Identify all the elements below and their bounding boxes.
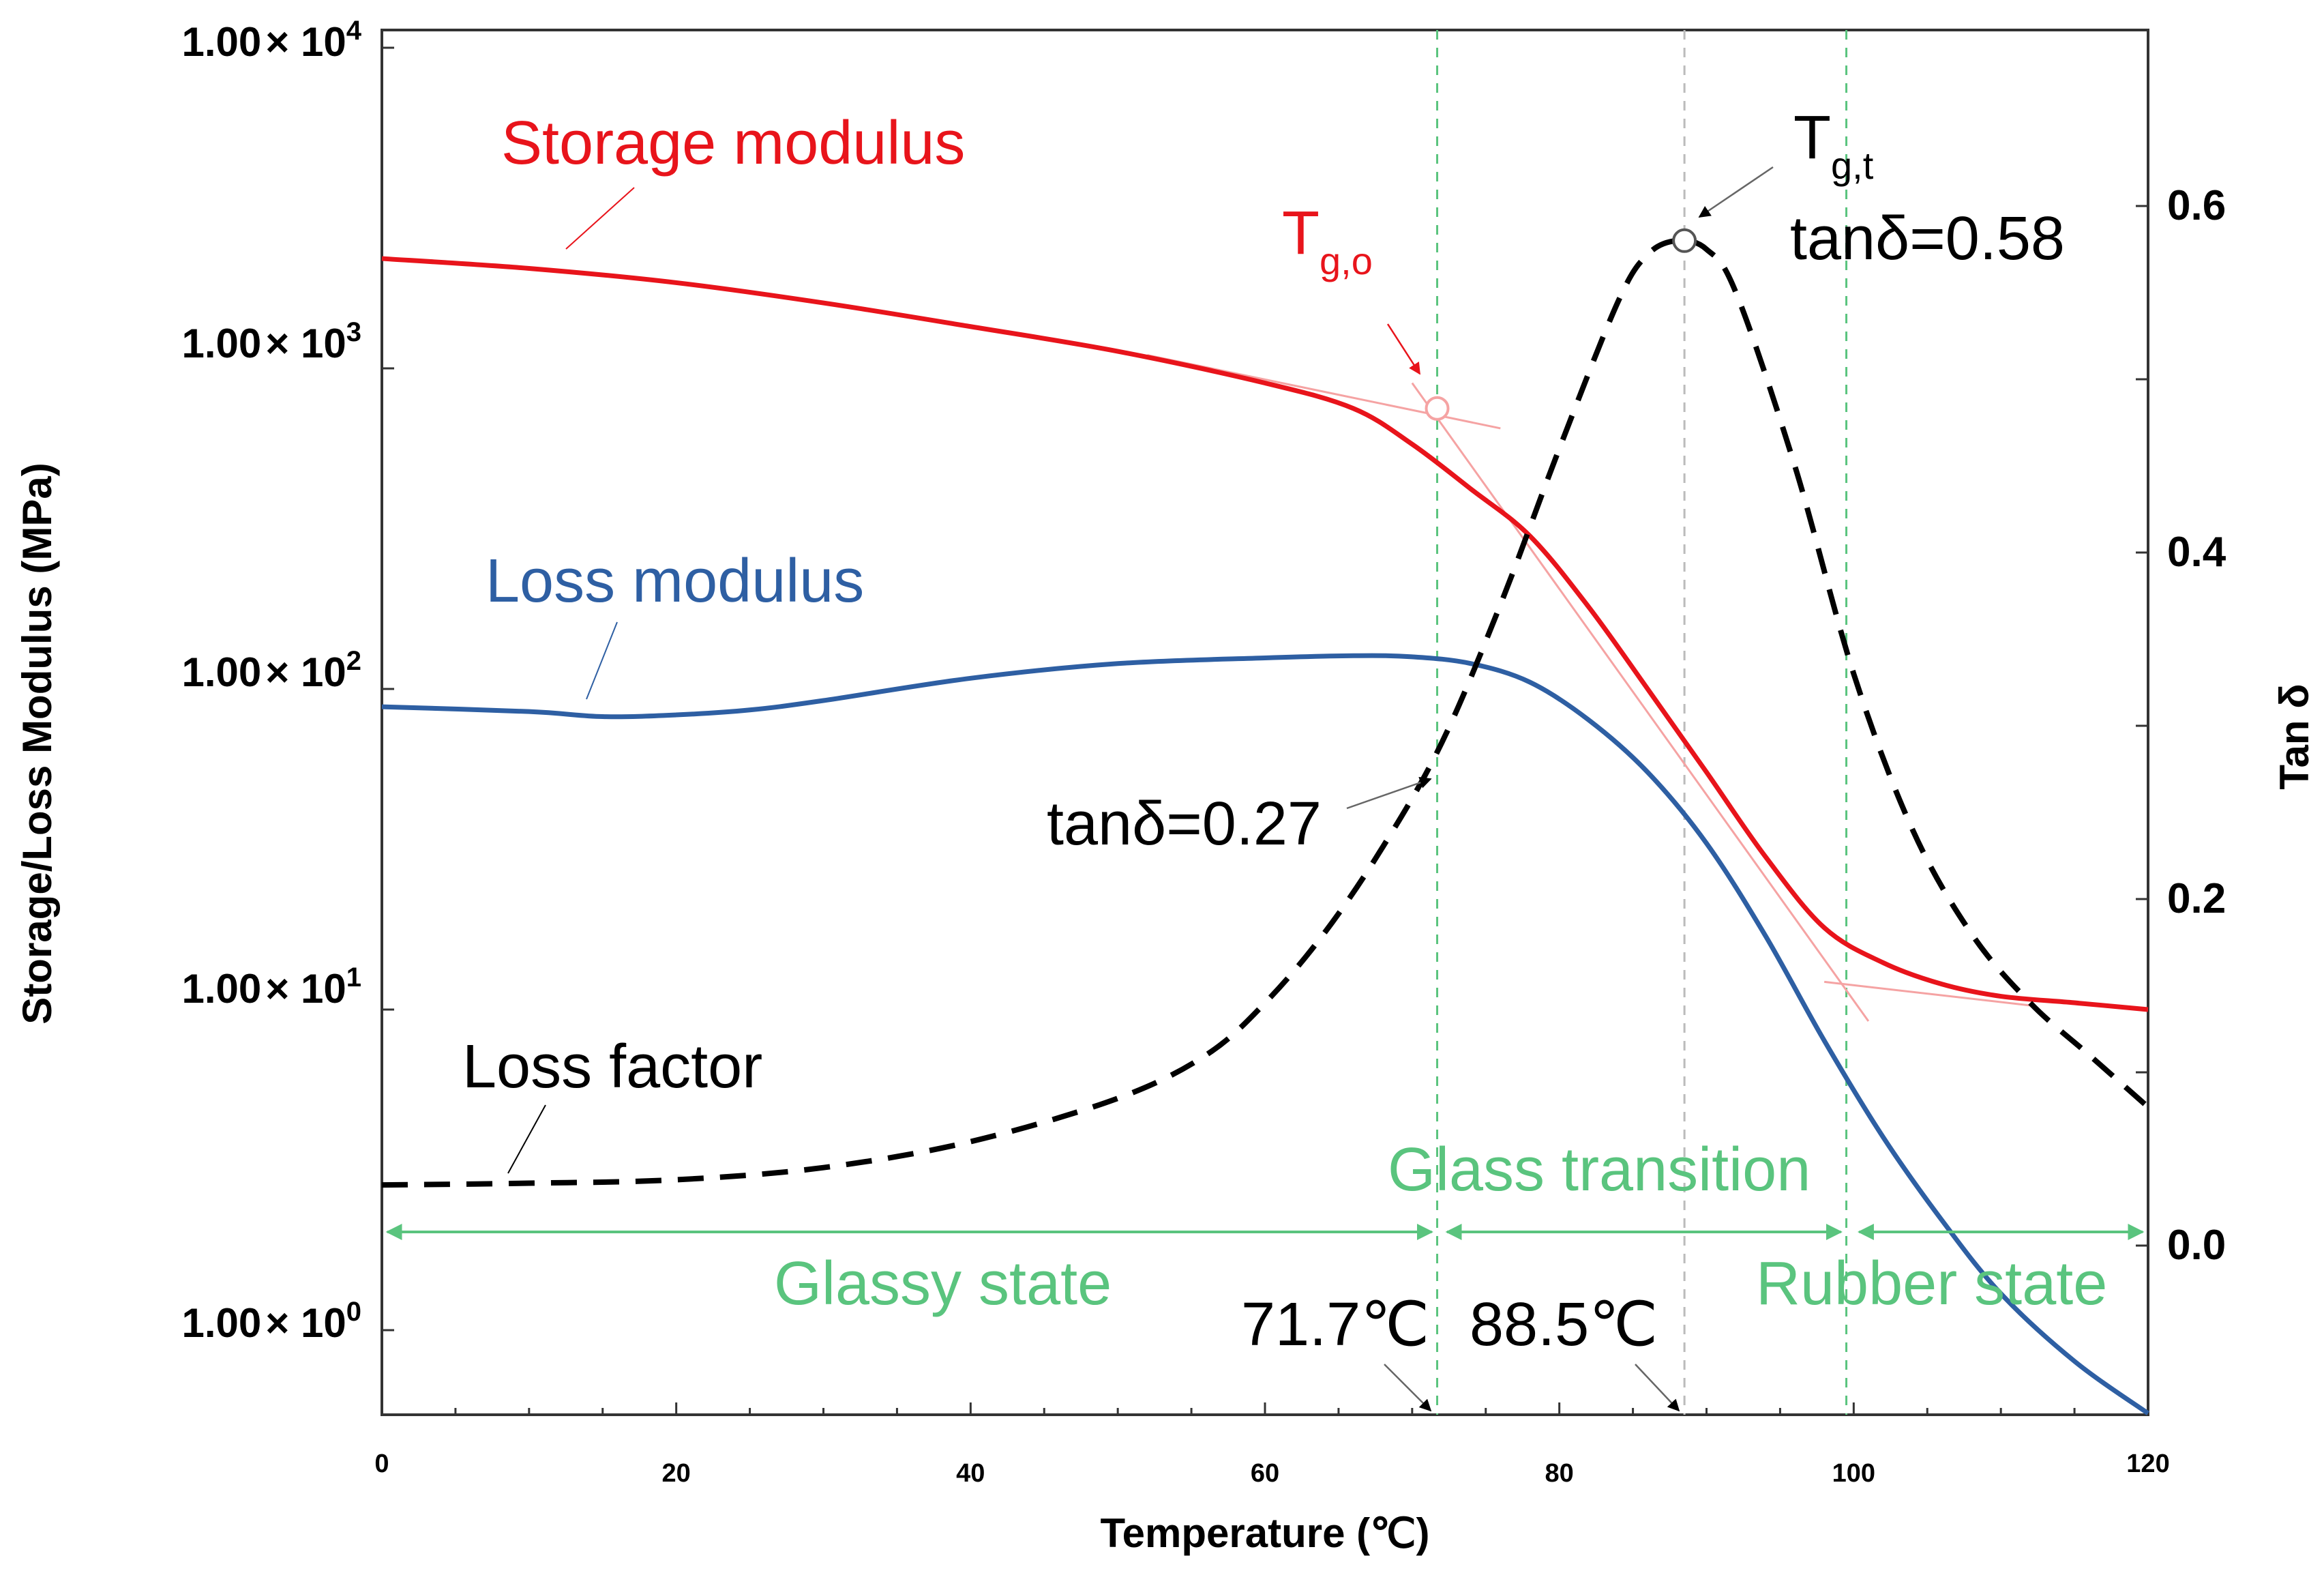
y-right-axis-label: Tan δ: [2271, 683, 2317, 789]
rubber-state-label: Rubber state: [1756, 1250, 2107, 1318]
y-left-tick-label: 1.00 × 100: [182, 1297, 361, 1346]
x-tick-label: 100: [1832, 1459, 1875, 1488]
y-left-tick-label: 1.00 × 102: [182, 646, 361, 695]
series-line-loss-factor: [381, 237, 2150, 1188]
loss-factor-leader: [507, 1104, 546, 1174]
tan-peak-label: tanδ=0.58: [1790, 205, 2065, 273]
tg-t-pointer: [1698, 166, 1774, 218]
x-tick-label: 40: [956, 1459, 985, 1488]
tan-onset-pointer: [1346, 776, 1432, 810]
y-right-tick-label: 0.0: [2167, 1222, 2226, 1269]
tg-o-label: Tg,o: [1282, 199, 1373, 282]
y-right-tick-label: 0.4: [2167, 529, 2226, 576]
y-left-tick-labels: 1.00 × 104 1.00 × 103 1.00 × 102 1.00 × 101 …: [182, 16, 362, 1346]
y-right-tick-label: 0.2: [2167, 875, 2226, 922]
series-layer: [381, 237, 2150, 1415]
y-right-tick-labels: 0.6 0.4 0.2 0.0: [2167, 182, 2226, 1269]
x-tick-label: 60: [1251, 1459, 1279, 1488]
y-right-tick-label: 0.6: [2167, 182, 2226, 229]
tg-t-label: Tg,t: [1793, 104, 1874, 187]
tangent-transition: [1411, 382, 1870, 1022]
x-axis-label: Temperature (℃): [1100, 1510, 1429, 1556]
tangent-guides: [1147, 354, 2031, 1022]
temp-onset-pointer: [1384, 1364, 1432, 1412]
x-tick-label: 120: [2126, 1450, 2169, 1478]
storage-modulus-label: Storage modulus: [501, 109, 965, 177]
vertical-lines: [1436, 30, 1848, 1415]
marker-tg-t: [1672, 228, 1697, 253]
glassy-state-label: Glassy state: [774, 1250, 1112, 1318]
temp-peak-label: 88.5℃: [1470, 1291, 1658, 1359]
series-line-storage-modulus: [381, 256, 2149, 1012]
loss-modulus-leader: [586, 621, 618, 700]
temp-peak-pointer: [1635, 1364, 1680, 1412]
storage-modulus-leader: [565, 187, 635, 250]
series-line-loss-modulus: [381, 653, 2150, 1415]
x-tick-label: 20: [662, 1459, 691, 1488]
y-left-tick-label: 1.00 × 103: [182, 317, 361, 366]
x-tick-label: 0: [374, 1450, 389, 1478]
marker-layer: [1425, 228, 1697, 421]
glass-transition-label: Glass transition: [1388, 1136, 1811, 1204]
tan-onset-label: tanδ=0.27: [1047, 790, 1322, 858]
y-left-tick-label: 1.00 × 101: [182, 962, 361, 1012]
loss-factor-label: Loss factor: [462, 1033, 762, 1101]
y-left-tick-label: 1.00 × 104: [182, 16, 362, 65]
loss-modulus-label: Loss modulus: [486, 547, 864, 615]
tangent-rubber: [1823, 980, 2031, 1007]
marker-tg-o: [1425, 396, 1450, 421]
x-tick-labels: 0 20 40 60 80 100 120: [374, 1450, 2169, 1488]
y-left-axis-label: Storage/Loss Modulus (MPa): [14, 462, 60, 1024]
x-tick-label: 80: [1545, 1459, 1574, 1488]
tg-o-pointer: [1386, 323, 1421, 375]
temp-onset-label: 71.7℃: [1241, 1291, 1429, 1359]
tick-layer: [381, 46, 2149, 1415]
